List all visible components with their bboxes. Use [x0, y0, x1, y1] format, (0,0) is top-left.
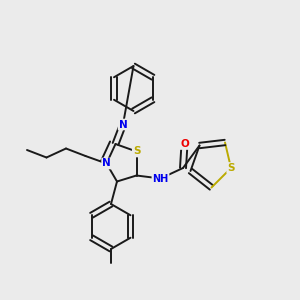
Text: N: N	[118, 119, 127, 130]
Text: S: S	[133, 146, 140, 157]
Text: S: S	[227, 163, 235, 173]
Text: O: O	[180, 139, 189, 149]
Text: N: N	[102, 158, 111, 169]
Text: NH: NH	[152, 173, 169, 184]
